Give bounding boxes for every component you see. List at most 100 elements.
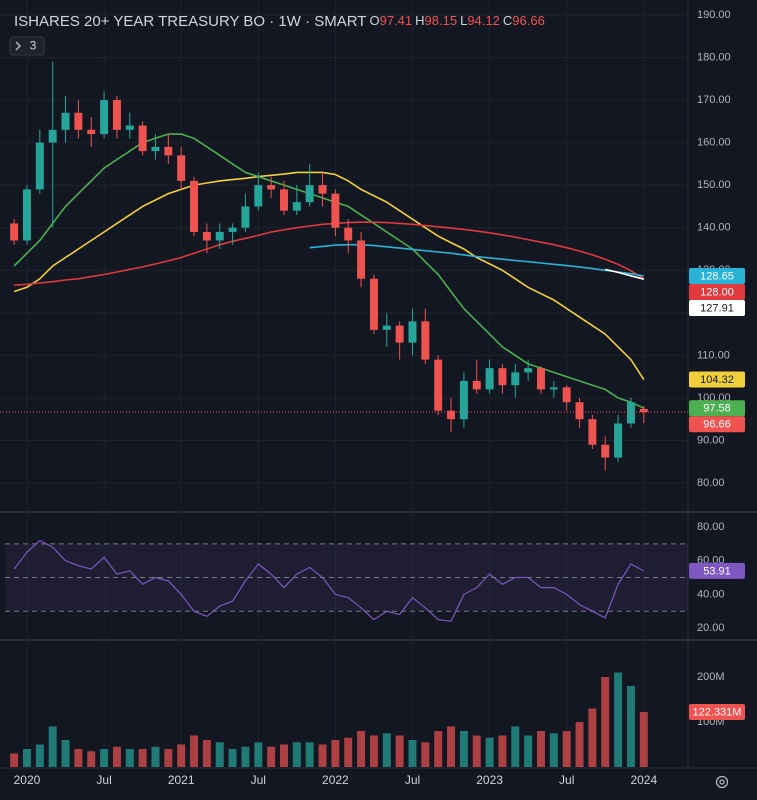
volume-bar bbox=[639, 711, 648, 767]
volume-bar bbox=[588, 708, 597, 767]
candle-body bbox=[485, 368, 494, 390]
candle-body bbox=[562, 387, 571, 403]
volume-bar bbox=[292, 742, 301, 767]
candle-body bbox=[112, 100, 121, 130]
volume-bar bbox=[434, 730, 443, 767]
volume-bar bbox=[254, 742, 263, 767]
volume-bar bbox=[395, 735, 404, 767]
candle-body bbox=[357, 240, 366, 279]
candle-body bbox=[459, 380, 468, 420]
volume-bar bbox=[601, 676, 610, 767]
chart-header: ISHARES 20+ YEAR TREASURY BO · 1W · SMAR… bbox=[14, 13, 545, 30]
moving-average bbox=[14, 221, 645, 286]
y-tick-label: 140.00 bbox=[697, 222, 731, 234]
y-tick-label: 180.00 bbox=[697, 51, 731, 63]
volume-bar bbox=[408, 739, 417, 767]
y-tick-label: 110.00 bbox=[697, 349, 730, 361]
candle-body bbox=[100, 100, 109, 135]
candle-body bbox=[511, 372, 520, 386]
price-label: 128.65 bbox=[700, 270, 734, 282]
candle-body bbox=[48, 129, 57, 143]
volume-bar bbox=[305, 742, 314, 767]
price-label: 128.00 bbox=[700, 286, 734, 298]
volume-bar bbox=[190, 735, 199, 767]
candle-body bbox=[472, 380, 481, 390]
y-tick-label: 190.00 bbox=[697, 9, 731, 21]
price-label-box bbox=[689, 703, 745, 720]
candle-body bbox=[421, 321, 430, 360]
rsi-line bbox=[13, 539, 645, 622]
price-label: 96.66 bbox=[703, 419, 731, 431]
x-tick-label: Jul bbox=[405, 773, 420, 787]
candle-body bbox=[549, 387, 558, 390]
candle-body bbox=[215, 231, 224, 241]
candle-body bbox=[202, 231, 211, 241]
y-tick-label: 40.00 bbox=[697, 588, 725, 600]
candle-body bbox=[601, 444, 610, 458]
y-tick-label: 80.00 bbox=[697, 521, 725, 533]
volume-bar bbox=[22, 748, 31, 767]
volume-bar bbox=[267, 746, 276, 767]
volume-bar bbox=[498, 735, 507, 767]
settings-icon-center bbox=[719, 779, 725, 785]
candle-body bbox=[228, 227, 237, 232]
volume-bar bbox=[524, 735, 533, 767]
ohlc-letter: L bbox=[460, 13, 467, 28]
price-label-box bbox=[689, 371, 745, 388]
candle-body bbox=[575, 402, 584, 420]
candle-body bbox=[626, 402, 635, 424]
moving-average bbox=[605, 268, 645, 280]
candle-body bbox=[279, 189, 288, 211]
volume-bar bbox=[48, 726, 57, 767]
symbol-title: ISHARES 20+ YEAR TREASURY BO · 1W · SMAR… bbox=[14, 13, 366, 30]
candle-body bbox=[241, 206, 250, 228]
candle-body bbox=[125, 125, 134, 130]
candle-body bbox=[138, 125, 147, 152]
settings-icon[interactable] bbox=[715, 775, 729, 789]
y-tick-label: 90.00 bbox=[697, 434, 725, 446]
candle-body bbox=[292, 202, 301, 211]
candle-body bbox=[10, 223, 19, 241]
candle-body bbox=[22, 189, 31, 241]
volume-bar bbox=[138, 748, 147, 767]
volume-bar bbox=[369, 735, 378, 767]
candle-body bbox=[344, 227, 353, 241]
candle-body bbox=[524, 368, 533, 373]
candle-body bbox=[498, 368, 507, 386]
volume-bar bbox=[549, 733, 558, 767]
moving-average bbox=[13, 133, 645, 409]
candle-body bbox=[369, 278, 378, 330]
candle-body bbox=[61, 112, 70, 130]
candle-body bbox=[537, 368, 545, 390]
candle-body bbox=[254, 185, 263, 207]
ohlc-value: 97.41 bbox=[380, 13, 413, 28]
volume-bar bbox=[331, 739, 340, 767]
price-label-box bbox=[689, 284, 745, 301]
price-label: 127.91 bbox=[700, 302, 734, 314]
candle-body bbox=[434, 359, 443, 411]
volume-bar bbox=[202, 739, 211, 767]
volume-bar bbox=[447, 726, 456, 767]
candle-body bbox=[74, 112, 83, 130]
price-label: 53.91 bbox=[703, 565, 731, 577]
candle-body bbox=[305, 185, 314, 203]
moving-average bbox=[309, 243, 644, 277]
candle-body bbox=[151, 146, 160, 152]
volume-bar bbox=[112, 746, 121, 767]
y-tick-label: 150.00 bbox=[697, 179, 731, 191]
volume-bar bbox=[511, 726, 520, 767]
volume-bar bbox=[459, 730, 468, 767]
volume-bar bbox=[164, 748, 173, 767]
volume-bar bbox=[74, 748, 83, 767]
volume-bar bbox=[575, 721, 584, 767]
volume-bar bbox=[537, 730, 545, 767]
volume-bar bbox=[626, 685, 635, 767]
x-tick-label: Jul bbox=[559, 773, 574, 787]
indicator-count: 3 bbox=[30, 39, 37, 53]
moving-average bbox=[13, 171, 645, 381]
x-tick-label: 2023 bbox=[476, 773, 503, 787]
ohlc-letter: O bbox=[369, 13, 379, 28]
candle-body bbox=[164, 146, 173, 156]
candle-body bbox=[447, 410, 456, 420]
